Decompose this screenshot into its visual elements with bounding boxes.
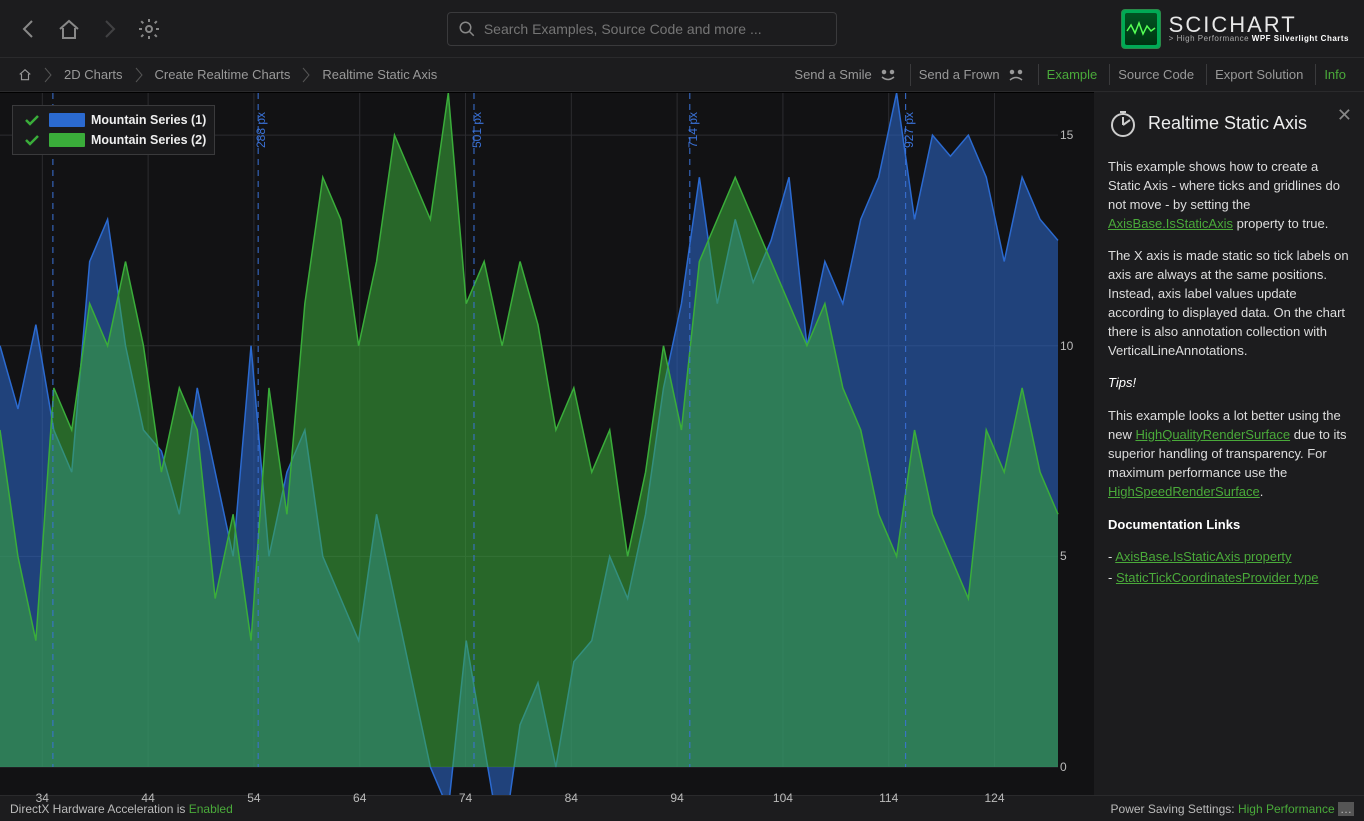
annotation-label: 714 px [686,112,700,148]
source-code-tab[interactable]: Source Code [1109,64,1202,85]
search-icon [458,20,476,38]
search-input[interactable] [484,21,826,37]
send-frown-button[interactable]: Send a Frown [910,64,1034,86]
settings-icon[interactable] [135,15,163,43]
legend-swatch [49,113,85,127]
x-tick-label: 74 [459,791,472,805]
x-tick-label: 84 [565,791,578,805]
info-text: This example looks a lot better using th… [1108,407,1350,501]
info-panel: ✕ Realtime Static Axis This example show… [1094,92,1364,795]
breadcrumb-item[interactable]: Create Realtime Charts [147,64,299,85]
link-isstaticaxis[interactable]: AxisBase.IsStaticAxis [1108,216,1233,231]
doc-links-heading: Documentation Links [1108,517,1240,532]
x-tick-label: 114 [879,791,898,805]
legend: Mountain Series (1) Mountain Series (2) [12,105,215,155]
legend-swatch [49,133,85,147]
back-icon[interactable] [15,15,43,43]
doc-link[interactable]: StaticTickCoordinatesProvider type [1116,570,1319,585]
status-power: High Performance [1238,802,1335,816]
legend-label: Mountain Series (1) [91,113,206,127]
chart-area[interactable]: Mountain Series (1) Mountain Series (2) … [0,92,1094,795]
x-tick-label: 64 [353,791,366,805]
check-icon[interactable] [21,112,43,128]
forward-icon[interactable] [95,15,123,43]
legend-item[interactable]: Mountain Series (1) [17,110,210,130]
breadcrumb-item[interactable]: 2D Charts [56,64,131,85]
y-tick-label: 10 [1060,339,1073,353]
breadcrumb-home[interactable] [10,65,40,85]
chart-svg [0,93,1094,795]
y-tick-label: 15 [1060,128,1073,142]
logo: SCICHART> High Performance WPF Silverlig… [1121,9,1349,49]
y-tick-label: 5 [1060,549,1067,563]
x-tick-label: 54 [247,791,260,805]
link-hsrendersurface[interactable]: HighSpeedRenderSurface [1108,484,1260,499]
x-tick-label: 44 [141,791,154,805]
stopwatch-icon [1108,108,1138,138]
annotation-label: 288 px [254,112,268,148]
info-tab[interactable]: Info [1315,64,1354,85]
home-icon[interactable] [55,15,83,43]
search-box[interactable] [447,12,837,46]
status-indicator: … [1338,802,1354,816]
breadcrumb: 2D Charts Create Realtime Charts Realtim… [10,64,445,85]
status-enabled: Enabled [189,802,233,816]
link-hqrendersurface[interactable]: HighQualityRenderSurface [1135,427,1290,442]
check-icon[interactable] [21,132,43,148]
annotation-label: 927 px [902,112,916,148]
y-tick-label: 0 [1060,760,1067,774]
x-tick-label: 104 [773,791,793,805]
close-icon[interactable]: ✕ [1337,102,1352,128]
annotation-label: 501 px [470,112,484,148]
info-title: Realtime Static Axis [1148,110,1307,136]
x-tick-label: 124 [985,791,1005,805]
x-tick-label: 94 [670,791,683,805]
legend-item[interactable]: Mountain Series (2) [17,130,210,150]
y-axis-labels: 051015 [1060,93,1088,765]
doc-link[interactable]: AxisBase.IsStaticAxis property [1115,549,1291,564]
breadcrumb-item[interactable]: Realtime Static Axis [314,64,445,85]
info-text: This example shows how to create a Stati… [1108,158,1350,233]
x-tick-label: 34 [36,791,49,805]
info-text: The X axis is made static so tick labels… [1108,247,1350,360]
legend-label: Mountain Series (2) [91,133,206,147]
example-tab[interactable]: Example [1038,64,1106,85]
tips-heading: Tips! [1108,375,1136,390]
export-solution-button[interactable]: Export Solution [1206,64,1311,85]
send-smile-button[interactable]: Send a Smile [786,64,905,86]
